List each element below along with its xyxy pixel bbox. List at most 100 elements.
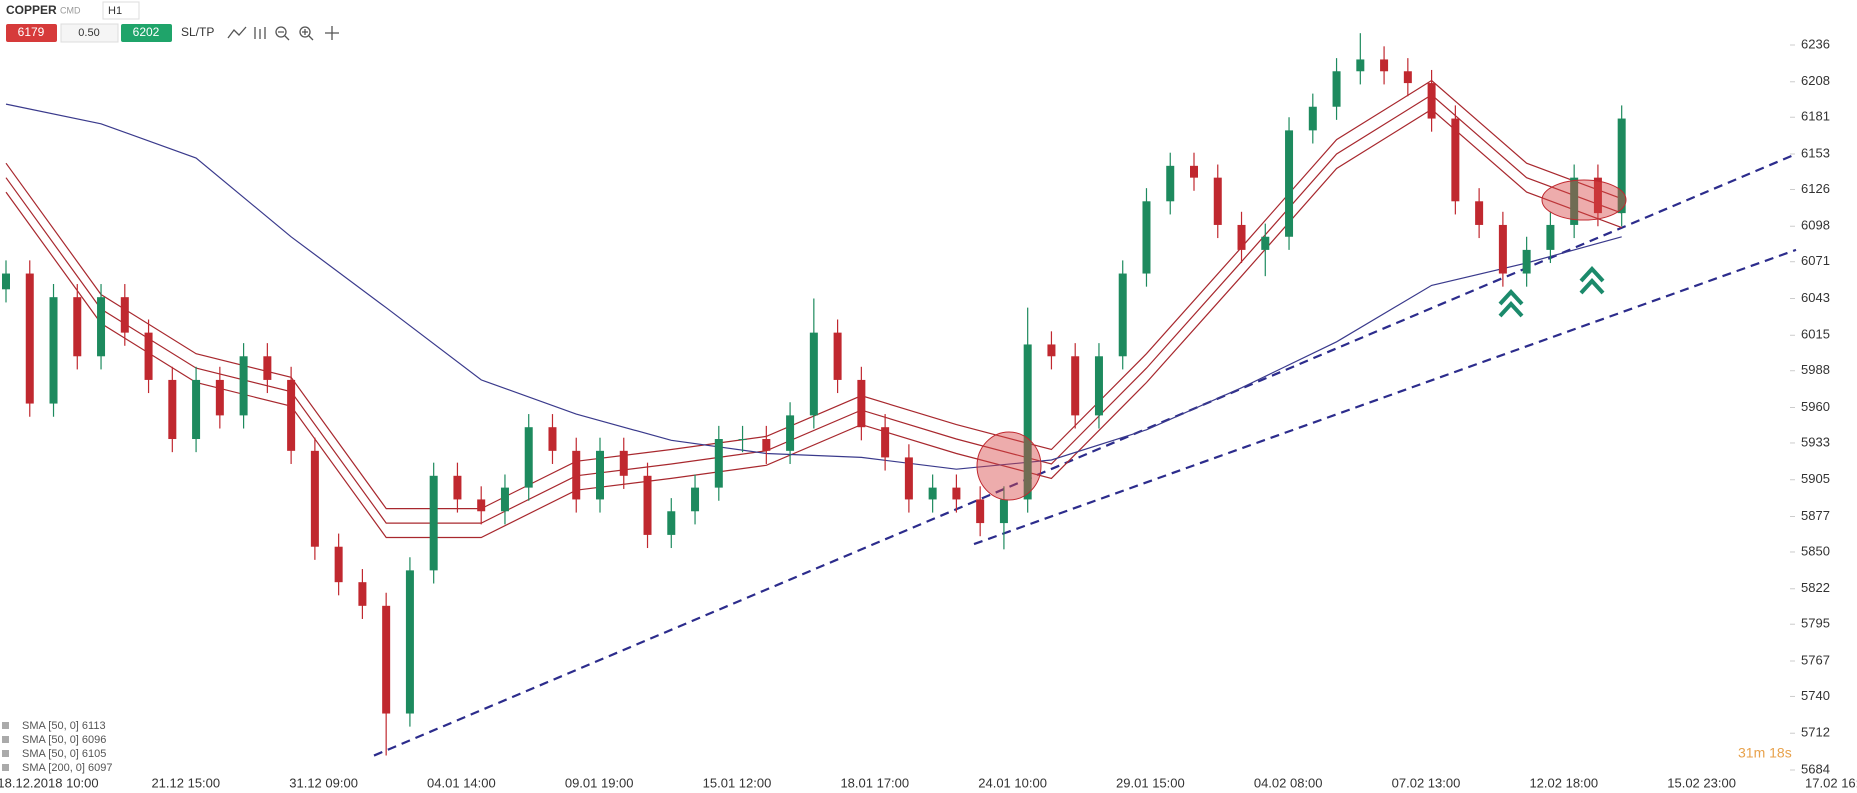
instrument: COPPER — [6, 3, 57, 17]
x-tick-label: 24.01 10:00 — [978, 775, 1047, 790]
timeframe-box[interactable] — [102, 1, 140, 20]
candle-body — [809, 332, 818, 416]
y-tick-label: 5905 — [1801, 471, 1830, 486]
candle-body — [857, 379, 866, 428]
buy-button[interactable] — [121, 24, 172, 42]
x-tick-label: 04.01 14:00 — [427, 775, 496, 790]
candle-body — [548, 427, 557, 451]
x-tick-label: 15.02 23:00 — [1667, 775, 1736, 790]
candle-body — [1285, 130, 1294, 237]
candle-body — [1190, 165, 1198, 178]
x-tick-label: 31.12 09:00 — [289, 775, 358, 790]
legend-entry: SMA [200, 0] 6097 — [22, 762, 113, 774]
candle-body — [786, 415, 795, 451]
candle-body — [405, 570, 414, 714]
candle-body — [2, 273, 10, 290]
x-tick-label: 09.01 19:00 — [565, 775, 634, 790]
x-tick-label: 17.02 16:00 — [1805, 775, 1857, 790]
candle-body — [643, 475, 652, 535]
sma-line — [5, 94, 1622, 524]
candle-body — [453, 475, 462, 500]
legend-swatch — [2, 764, 9, 771]
candle-body — [667, 511, 676, 535]
candle-body — [120, 297, 129, 333]
trendline — [973, 248, 1797, 546]
y-tick-label: 5933 — [1801, 434, 1830, 449]
x-tick-label: 12.02 18:00 — [1529, 775, 1598, 790]
candle-body — [1570, 177, 1579, 225]
candle-body — [1237, 224, 1246, 250]
candle-body — [1213, 177, 1222, 225]
candle-body — [477, 499, 486, 512]
candle-body — [1142, 201, 1151, 274]
candle-body — [881, 427, 890, 458]
y-tick-label: 5850 — [1801, 543, 1830, 558]
candle-body — [619, 450, 628, 476]
x-tick-label: 18.01 17:00 — [840, 775, 909, 790]
candle-body — [1593, 177, 1602, 214]
candle-body — [904, 457, 913, 500]
y-tick-label: 5795 — [1801, 616, 1830, 631]
candle-body — [691, 487, 700, 512]
x-tick-label: 07.02 13:00 — [1392, 775, 1461, 790]
candle-body — [1356, 59, 1365, 72]
y-tick-label: 6098 — [1801, 218, 1830, 233]
candle-body — [1451, 118, 1460, 202]
candle-body — [334, 546, 343, 583]
candle-body — [263, 356, 272, 380]
candle-body — [192, 379, 201, 440]
y-tick-label: 6236 — [1801, 36, 1830, 51]
candle-body — [952, 487, 961, 500]
sma-line — [5, 103, 1622, 470]
timeframe[interactable]: H1 — [108, 5, 122, 17]
sell-button[interactable] — [6, 24, 57, 42]
y-tick-label: 6043 — [1801, 290, 1830, 305]
market[interactable]: CMD — [60, 5, 81, 15]
y-tick-label: 6126 — [1801, 181, 1830, 196]
candle-body — [999, 499, 1008, 524]
toolbar-icons[interactable] — [227, 26, 339, 41]
candle-body — [1498, 224, 1507, 274]
highlight — [976, 431, 1042, 501]
candle-body — [310, 450, 319, 547]
sltp[interactable]: SL/TP — [181, 25, 214, 39]
candle-body — [168, 379, 177, 440]
candle-body — [97, 297, 106, 357]
x-tick-label: 15.01 12:00 — [703, 775, 772, 790]
legend-entry: SMA [50, 0] 6096 — [22, 734, 106, 746]
x-tick-label: 21.12 15:00 — [151, 775, 220, 790]
buy-price[interactable]: 6202 — [133, 25, 160, 39]
x-tick-label: 04.02 08:00 — [1254, 775, 1323, 790]
candle-body — [1261, 236, 1270, 250]
arrows — [1498, 266, 1605, 318]
candle-body — [500, 487, 509, 512]
candle-body — [1308, 106, 1317, 131]
x-tick-label: 29.01 15:00 — [1116, 775, 1185, 790]
candle-body — [1475, 201, 1484, 225]
candle-body — [358, 582, 367, 606]
candle-body — [1403, 71, 1412, 84]
candle-body — [382, 605, 391, 714]
candle-body — [1047, 344, 1056, 357]
candle-body — [596, 450, 604, 500]
candle-body — [572, 450, 581, 500]
trendline — [373, 152, 1797, 757]
candle-body — [1118, 273, 1127, 357]
y-tick-label: 5988 — [1801, 362, 1830, 377]
lot[interactable]: 0.50 — [78, 27, 99, 39]
lot-box[interactable] — [60, 23, 119, 43]
candle-body — [1522, 249, 1531, 274]
candle-body — [1332, 71, 1341, 107]
y-tick-label: 5740 — [1801, 688, 1830, 703]
candle-body — [833, 332, 842, 380]
candle-body — [1023, 344, 1032, 500]
sell-price[interactable]: 6179 — [18, 25, 45, 39]
legend-entry: SMA [50, 0] 6105 — [22, 748, 106, 760]
candle-body — [738, 439, 747, 441]
y-tick-label: 5767 — [1801, 652, 1830, 667]
y-tick-label: 5822 — [1801, 580, 1830, 595]
candle-body — [762, 439, 771, 451]
timer: 31m 18s — [1738, 745, 1792, 761]
y-tick-label: 5877 — [1801, 508, 1830, 523]
